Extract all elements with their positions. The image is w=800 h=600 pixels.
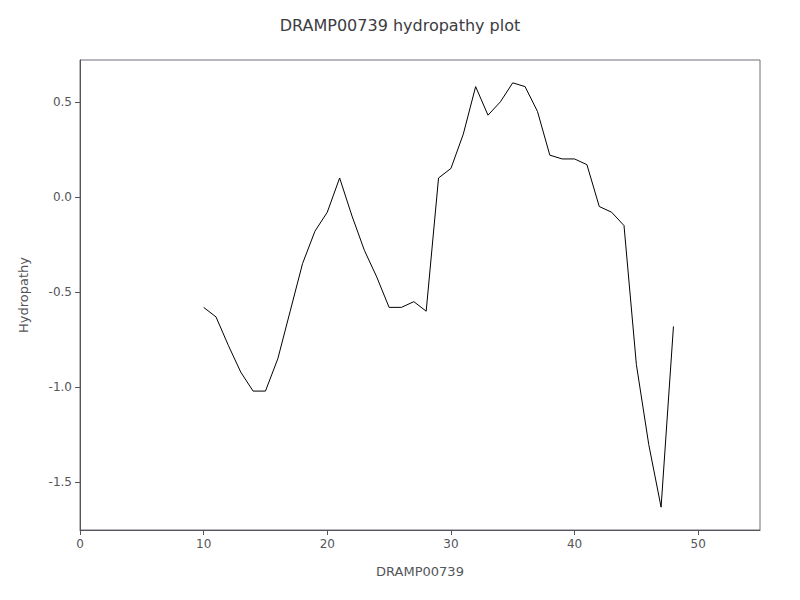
svg-text:-1.0: -1.0	[49, 380, 72, 394]
svg-text:-1.5: -1.5	[49, 475, 72, 489]
svg-text:30: 30	[443, 537, 458, 551]
svg-text:50: 50	[691, 537, 706, 551]
svg-text:0: 0	[76, 537, 84, 551]
svg-text:20: 20	[320, 537, 335, 551]
svg-text:Hydropathy: Hydropathy	[16, 257, 31, 333]
svg-text:DRAMP00739: DRAMP00739	[376, 564, 464, 579]
svg-text:40: 40	[567, 537, 582, 551]
svg-text:-0.5: -0.5	[49, 285, 72, 299]
svg-text:DRAMP00739 hydropathy plot: DRAMP00739 hydropathy plot	[280, 16, 521, 35]
svg-text:0.0: 0.0	[53, 190, 72, 204]
svg-text:10: 10	[196, 537, 211, 551]
svg-text:0.5: 0.5	[53, 95, 72, 109]
